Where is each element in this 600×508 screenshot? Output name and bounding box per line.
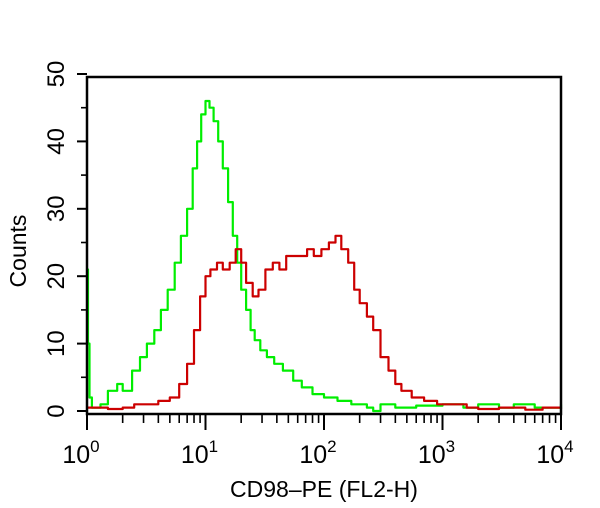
- x-tick-base: 10: [181, 441, 209, 469]
- y-tick-label: 0: [43, 404, 70, 417]
- x-tick-exponent: 4: [564, 437, 573, 456]
- series-line-1: [86, 99, 563, 413]
- series-group: [86, 99, 563, 413]
- x-tick-label: 100: [62, 437, 99, 469]
- x-tick-exponent: 1: [209, 437, 218, 456]
- x-tick-base: 10: [62, 441, 90, 469]
- x-tick-label: 101: [181, 437, 218, 469]
- x-axis-ticks: 100 101 102 103 104: [62, 414, 574, 469]
- x-tick-base: 10: [536, 441, 564, 469]
- x-tick-base: 10: [299, 441, 327, 469]
- y-tick-label: 20: [43, 263, 70, 290]
- y-tick-label: 10: [43, 330, 70, 357]
- plot-frame: [85, 75, 563, 416]
- x-tick-exponent: 3: [446, 437, 455, 456]
- x-tick-base: 10: [418, 441, 446, 469]
- y-tick-label: 30: [43, 195, 70, 222]
- y-axis-title: Counts: [5, 215, 31, 288]
- x-tick-exponent: 2: [327, 437, 336, 456]
- y-tick-label: 40: [43, 128, 70, 155]
- x-tick-exponent: 0: [90, 437, 99, 456]
- x-tick-label: 103: [418, 437, 455, 469]
- x-axis-title: CD98–PE (FL2-H): [230, 476, 418, 502]
- x-tick-label: 102: [299, 437, 336, 469]
- y-axis-ticks: 0 10 20 30 40 50: [43, 61, 87, 418]
- x-tick-label: 104: [536, 437, 573, 469]
- series-line-2: [87, 234, 563, 411]
- y-tick-label: 50: [43, 61, 70, 88]
